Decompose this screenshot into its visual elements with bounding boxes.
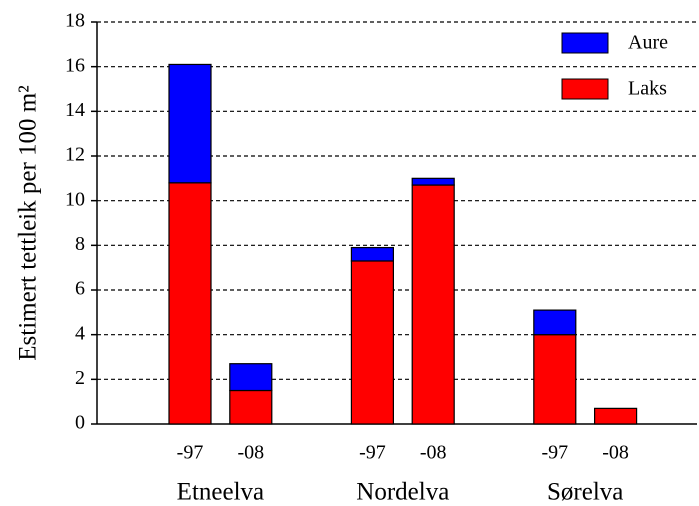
- group-label: Etneelva: [177, 479, 264, 506]
- x-tick-label: -08: [602, 442, 629, 464]
- y-tick-label: 4: [75, 322, 85, 344]
- bar-segment: [168, 63, 212, 184]
- x-tick-label: -97: [359, 442, 386, 464]
- y-tick-label: 10: [65, 188, 85, 210]
- bar-segment: [350, 260, 394, 425]
- legend-swatch: [561, 78, 609, 100]
- y-tick-label: 16: [65, 54, 85, 76]
- y-tick-label: 0: [75, 412, 85, 434]
- bar-segment: [411, 177, 455, 186]
- bar-segment: [411, 184, 455, 425]
- bar-segment: [533, 334, 577, 425]
- legend-label: Aure: [628, 32, 668, 54]
- y-tick-label: 18: [65, 10, 85, 32]
- x-tick-label: -97: [541, 442, 568, 464]
- y-tick-label: 12: [65, 144, 85, 166]
- y-tick-label: 6: [75, 278, 85, 300]
- group-label: Sørelva: [547, 479, 623, 506]
- x-tick-label: -08: [420, 442, 447, 464]
- y-axis-label: Estimert tettleik per 100 m²: [15, 85, 42, 361]
- y-tick-label: 2: [75, 367, 85, 389]
- bar-segment: [168, 182, 212, 425]
- bar-segment: [229, 389, 273, 425]
- legend-swatch: [561, 32, 609, 54]
- bar-segment: [593, 407, 638, 425]
- bar-segment: [533, 309, 577, 336]
- x-tick-label: -08: [237, 442, 264, 464]
- y-tick-label: 8: [75, 233, 85, 255]
- y-tick-label: 14: [65, 99, 85, 121]
- bar-segment: [229, 363, 273, 392]
- bar-segment: [350, 246, 394, 262]
- x-tick-label: -97: [177, 442, 204, 464]
- legend-label: Laks: [628, 78, 667, 100]
- group-label: Nordelva: [356, 479, 449, 506]
